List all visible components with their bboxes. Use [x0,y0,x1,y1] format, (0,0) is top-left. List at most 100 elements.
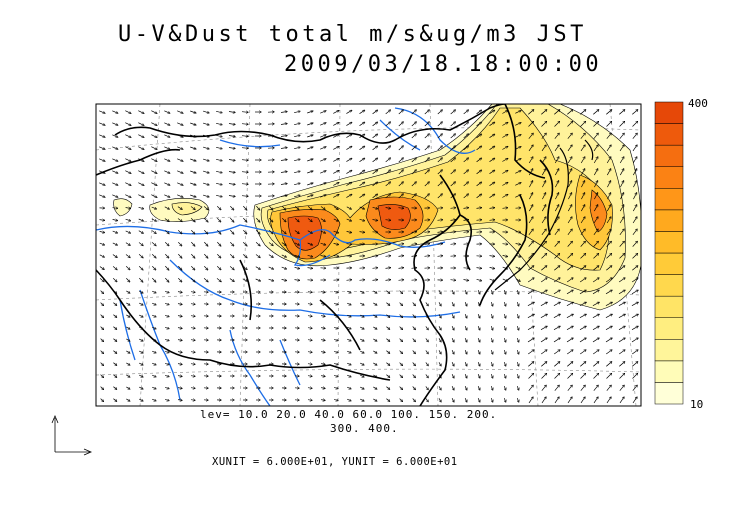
wind-vector [632,241,638,247]
wind-vector [307,376,312,377]
wind-vector [463,158,469,163]
chart-title-variable: U-V&Dust total m/s&ug/m3 JST [118,22,587,47]
wind-vector [346,158,351,162]
wind-vector [425,326,428,329]
colorbar [654,101,684,405]
wind-vector [138,110,143,114]
wind-vector [541,157,546,164]
wind-vector [177,170,183,173]
wind-vector [255,266,260,270]
wind-vector [567,157,572,164]
wind-vector [386,374,389,378]
wind-vector [360,363,364,365]
wind-vector [489,267,495,268]
wind-vector [567,169,571,176]
wind-vector [216,147,222,148]
wind-vector [437,194,442,199]
wind-vector [425,338,428,341]
wind-vector [541,133,546,139]
wind-vector [164,327,169,328]
wind-vector [424,194,429,199]
wind-vector [256,217,259,222]
wind-vector [631,290,638,295]
wind-vector [164,146,169,149]
wind-vector [399,374,403,378]
wind-vector [491,313,492,318]
wind-vector [438,326,441,329]
wind-vector [567,385,572,391]
wind-vector [517,313,518,318]
wind-vector [554,110,559,115]
wind-vector [517,301,518,306]
wind-vector [580,169,584,176]
wind-vector [241,112,248,113]
wind-vector [151,170,156,174]
wind-vector [606,254,612,259]
wind-vector [281,230,286,233]
wind-vector [631,326,638,331]
wind-vector [359,122,365,126]
wind-vector [307,123,313,126]
wind-vector [373,338,376,341]
wind-vector [178,277,181,282]
wind-vector [541,266,546,271]
wind-vector [99,220,105,221]
wind-vector [112,219,118,220]
wind-vector [359,134,365,138]
wind-vector [463,170,469,175]
wind-vector [139,387,143,389]
wind-vector [450,280,456,281]
wind-vector [268,266,274,269]
wind-vector [463,232,469,233]
wind-vector [216,206,221,209]
wind-vector [321,400,325,401]
wind-vector [593,266,598,271]
wind-vector [164,399,169,400]
wind-vector [164,170,169,173]
wind-vector [580,241,586,247]
wind-vector [320,159,326,162]
wind-vector [579,278,586,283]
wind-vector [190,134,196,137]
wind-vector [241,124,248,125]
wind-vector [606,266,611,271]
wind-vector [281,242,286,246]
wind-vector [360,375,364,377]
wind-vector [126,314,129,317]
wind-vector [631,314,638,319]
wind-vector [228,196,235,197]
wind-vector [100,326,104,330]
wind-vector [618,278,625,283]
wind-vector [359,158,365,162]
wind-vector [151,218,156,221]
wind-vector [528,229,533,236]
wind-vector [177,110,183,113]
wind-vector [190,328,195,329]
wind-vector [566,314,573,319]
wind-vector [113,386,116,390]
wind-vector [126,374,129,377]
wind-vector [528,205,532,212]
wind-vector [228,184,235,185]
wind-vector [177,292,182,293]
wind-vector [476,194,482,199]
wind-vector [333,375,338,376]
wind-vector [190,170,196,173]
wind-vector [152,363,156,365]
wind-vector [425,386,428,389]
wind-vector [566,278,573,283]
wind-vector [268,242,273,246]
wind-vector [541,254,547,259]
wind-vector [333,315,338,316]
wind-vector [307,255,313,256]
wind-vector [489,110,495,114]
wind-vector [579,338,586,343]
wind-vector [372,182,378,187]
wind-vector [125,242,130,246]
wind-vector [553,338,560,343]
wind-vector [632,157,637,164]
wind-vector [399,398,403,402]
wind-vector [280,136,287,137]
wind-vector [618,326,625,331]
wind-vector [527,326,534,331]
